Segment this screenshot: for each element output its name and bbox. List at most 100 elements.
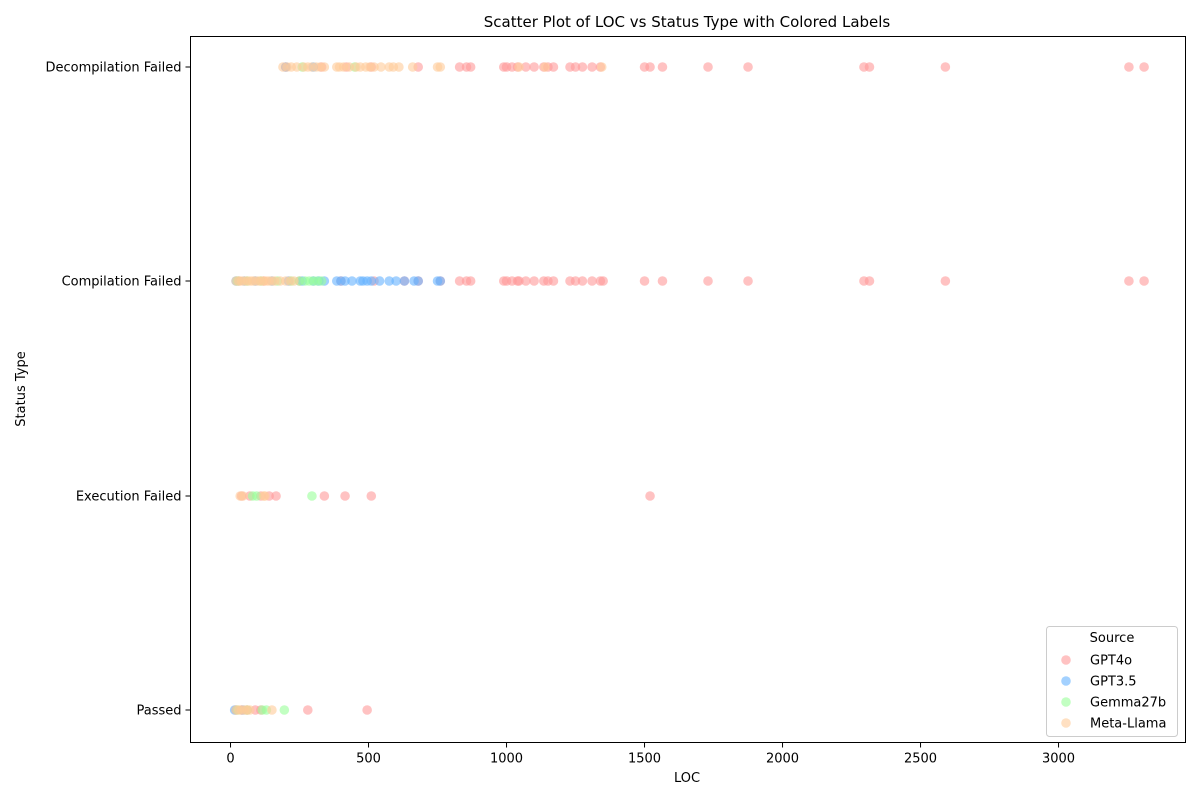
data-point <box>657 62 668 72</box>
data-point <box>1139 276 1149 286</box>
data-point <box>307 491 317 501</box>
data-point <box>657 276 668 286</box>
x-axis: 0 500 1000 1500 2000 2500 3000 <box>226 742 1075 767</box>
legend-label: Gemma27b <box>1090 696 1166 711</box>
data-point <box>521 276 531 286</box>
series-gpt4o <box>231 62 1149 715</box>
data-point <box>267 705 277 715</box>
y-axis: Passed Execution Failed Compilation Failed… <box>46 61 191 719</box>
x-tick-label: 2500 <box>904 752 937 767</box>
data-point <box>864 62 875 72</box>
data-point <box>319 62 330 72</box>
data-point <box>340 491 350 501</box>
data-point <box>319 491 330 501</box>
data-point <box>376 62 386 72</box>
data-point <box>645 62 655 72</box>
data-point <box>316 276 327 286</box>
legend-box <box>1046 626 1178 737</box>
data-point <box>245 705 255 715</box>
data-point <box>465 62 476 72</box>
data-point <box>596 62 607 72</box>
data-point <box>394 62 404 72</box>
data-point <box>366 491 377 501</box>
data-point <box>598 276 608 286</box>
data-point <box>435 276 446 286</box>
data-point <box>399 276 410 286</box>
legend-marker <box>1061 676 1071 686</box>
series-meta-llama <box>231 62 607 715</box>
series-gpt3-5 <box>229 62 446 715</box>
data-point <box>940 62 951 72</box>
data-point <box>540 62 550 72</box>
legend: Source GPT4o GPT3.5 Gemma27b Meta-Llama <box>1046 626 1178 737</box>
data-point <box>344 62 355 72</box>
data-point <box>529 62 539 72</box>
y-tick-label: Decompilation Failed <box>46 61 182 76</box>
data-point <box>303 705 313 715</box>
data-point <box>347 276 357 286</box>
y-tick-label: Compilation Failed <box>62 275 182 290</box>
x-tick-label: 2000 <box>766 752 799 767</box>
data-point <box>570 62 581 72</box>
y-tick-label: Passed <box>136 704 181 719</box>
data-point <box>743 276 753 286</box>
series-gemma27b <box>232 62 360 715</box>
data-point <box>279 705 290 715</box>
data-point <box>864 276 875 286</box>
data-point <box>454 276 465 286</box>
data-point <box>238 491 248 501</box>
data-point <box>362 705 372 715</box>
data-point <box>514 276 524 286</box>
data-point <box>645 491 655 501</box>
plot-frame <box>190 36 1186 743</box>
data-point <box>743 62 753 72</box>
legend-marker <box>1061 655 1071 665</box>
data-point <box>703 62 713 72</box>
y-axis-label: Status Type <box>14 351 29 426</box>
x-tick-label: 1500 <box>628 752 661 767</box>
legend-label: Meta-Llama <box>1090 717 1166 732</box>
data-point <box>413 276 424 286</box>
data-point <box>260 491 270 501</box>
data-point <box>291 62 302 72</box>
data-point <box>374 276 385 286</box>
y-tick-label: Execution Failed <box>76 490 182 505</box>
data-point <box>521 62 531 72</box>
legend-label: GPT3.5 <box>1090 675 1137 690</box>
data-point <box>529 276 539 286</box>
data-point <box>407 62 418 72</box>
data-point <box>289 276 299 286</box>
legend-marker <box>1061 697 1071 707</box>
data-point <box>703 276 713 286</box>
data-point <box>391 276 401 286</box>
data-point <box>340 276 350 286</box>
data-point <box>570 276 581 286</box>
data-point <box>454 62 465 72</box>
data-point <box>577 276 588 286</box>
data-point <box>587 276 597 286</box>
x-tick-label: 3000 <box>1042 752 1075 767</box>
data-point <box>369 62 379 72</box>
data-point <box>251 491 262 501</box>
data-point <box>1139 62 1149 72</box>
data-points <box>229 62 1149 715</box>
data-point <box>1124 62 1134 72</box>
data-point <box>1124 276 1134 286</box>
data-point <box>366 276 377 286</box>
data-point <box>384 276 395 286</box>
data-point <box>548 276 559 286</box>
data-point <box>940 276 951 286</box>
data-point <box>587 62 597 72</box>
data-point <box>577 62 588 72</box>
x-axis-label: LOC <box>674 771 700 786</box>
x-tick-label: 1000 <box>490 752 523 767</box>
data-point <box>271 491 281 501</box>
data-point <box>639 276 650 286</box>
x-tick-label: 500 <box>356 752 381 767</box>
data-point <box>548 62 559 72</box>
chart-title: Scatter Plot of LOC vs Status Type with … <box>484 13 891 31</box>
legend-title: Source <box>1090 631 1135 646</box>
data-point <box>465 276 476 286</box>
